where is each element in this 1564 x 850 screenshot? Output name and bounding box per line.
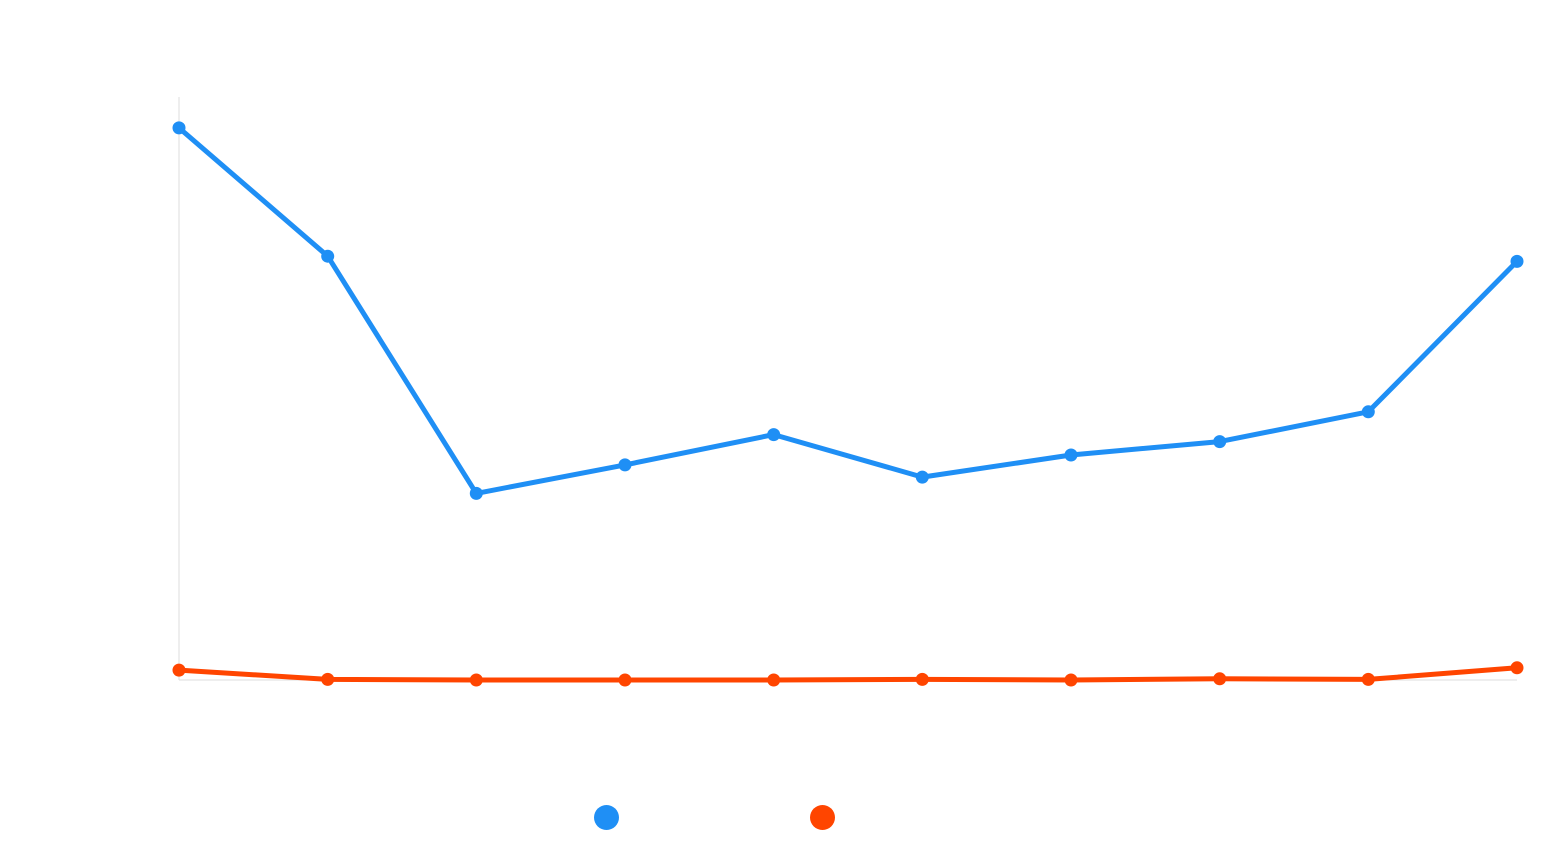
series-1-point [619, 458, 632, 471]
series-1-point [321, 250, 334, 263]
series-1-point [1065, 449, 1078, 462]
series-2-point [173, 664, 186, 677]
series-2-point [321, 673, 334, 686]
series-2-point [470, 674, 483, 687]
series-2-point [916, 673, 929, 686]
series-1-point [173, 121, 186, 134]
series-2-point [1362, 673, 1375, 686]
series-2-point [619, 674, 632, 687]
series-1-point [1511, 255, 1524, 268]
series-1-point [1362, 405, 1375, 418]
legend-item-1 [594, 800, 619, 834]
series-2-point [1065, 674, 1078, 687]
series-2-point [1213, 672, 1226, 685]
series-2-line [179, 668, 1517, 680]
series-2-point [1511, 661, 1524, 674]
legend-marker-icon [810, 805, 835, 830]
series-1-point [916, 471, 929, 484]
series-1-point [767, 428, 780, 441]
series-1-point [1213, 435, 1226, 448]
series-1-line [179, 128, 1517, 494]
legend-marker-icon [594, 805, 619, 830]
legend [0, 800, 1564, 834]
legend-item-2 [810, 800, 835, 834]
series-2-point [767, 674, 780, 687]
series-1-point [470, 487, 483, 500]
